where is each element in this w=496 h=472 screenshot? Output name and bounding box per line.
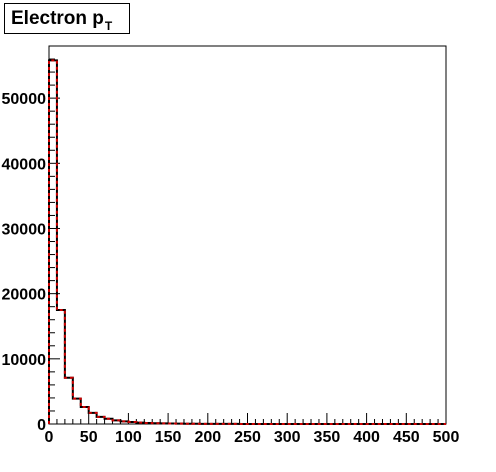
y-tick-label: 40000 — [2, 156, 47, 173]
chart-title-subscript: T — [104, 19, 113, 33]
y-axis: 0 10000 20000 30000 40000 50000 — [2, 45, 60, 434]
x-tick-label: 300 — [274, 429, 301, 446]
plot-frame — [48, 45, 447, 425]
x-tick-label: 400 — [353, 429, 380, 446]
chart-title-main: Electron p — [11, 8, 104, 29]
y-tick-label: 0 — [37, 417, 46, 434]
x-tick-label: 250 — [234, 429, 261, 446]
x-axis: 0 50 100 150 200 250 300 350 400 450 500 — [45, 413, 460, 446]
x-tick-label: 450 — [393, 429, 420, 446]
y-tick-label: 30000 — [2, 221, 47, 238]
x-tick-label: 150 — [155, 429, 182, 446]
y-tick-label: 10000 — [2, 352, 47, 369]
chart-title: Electron pT — [4, 3, 130, 34]
y-tick-label: 20000 — [2, 287, 47, 304]
x-tick-label: 500 — [433, 429, 460, 446]
x-tick-label: 200 — [194, 429, 221, 446]
histogram-series-1 — [48, 59, 446, 425]
x-tick-label: 350 — [314, 429, 341, 446]
x-tick-label: 100 — [115, 429, 142, 446]
x-tick-label: 50 — [80, 429, 98, 446]
y-tick-label: 50000 — [2, 91, 47, 108]
histogram-series — [48, 59, 446, 425]
histogram-series-2 — [48, 59, 446, 425]
x-tick-label: 0 — [45, 429, 54, 446]
